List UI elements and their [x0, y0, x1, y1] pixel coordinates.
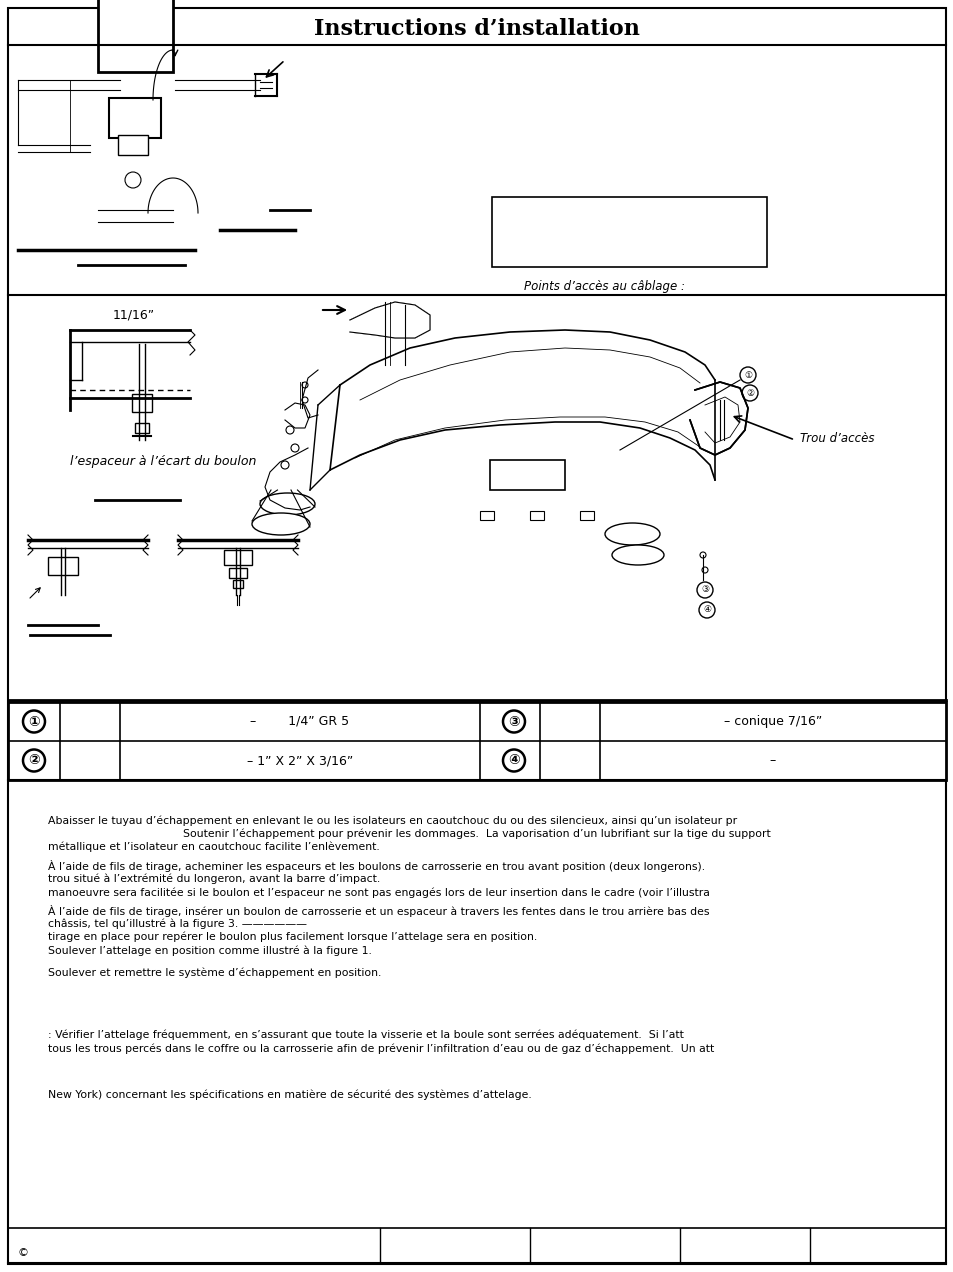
- Polygon shape: [689, 382, 747, 455]
- Text: ③: ③: [700, 585, 708, 594]
- Ellipse shape: [612, 544, 663, 565]
- Bar: [530, 511, 543, 520]
- Bar: [479, 511, 494, 520]
- Circle shape: [302, 397, 308, 403]
- FancyBboxPatch shape: [48, 557, 78, 575]
- Bar: [8, 702, 945, 780]
- Circle shape: [740, 368, 755, 383]
- Text: Points d’accès au câblage :: Points d’accès au câblage :: [523, 280, 684, 293]
- Bar: [118, 135, 148, 155]
- Bar: [492, 197, 766, 267]
- Bar: [233, 580, 243, 588]
- Text: ④: ④: [508, 753, 519, 767]
- Circle shape: [23, 711, 45, 733]
- Bar: [224, 550, 252, 565]
- Circle shape: [281, 460, 289, 469]
- Circle shape: [502, 711, 524, 733]
- Text: –: –: [769, 754, 776, 767]
- Text: métallique et l’isolateur en caoutchouc facilite l’enlèvement.: métallique et l’isolateur en caoutchouc …: [48, 842, 379, 852]
- Text: New York) concernant les spécifications en matière de sécurité des systèmes d’at: New York) concernant les spécifications …: [48, 1090, 531, 1100]
- Text: – conique 7/16”: – conique 7/16”: [723, 715, 821, 728]
- Text: Trou d’accès: Trou d’accès: [800, 431, 874, 444]
- Text: ②: ②: [745, 388, 753, 397]
- Text: Soulever et remettre le système d’échappement en position.: Soulever et remettre le système d’échapp…: [48, 968, 381, 978]
- Text: châssis, tel qu’illustré à la figure 3. ——————: châssis, tel qu’illustré à la figure 3. …: [48, 918, 307, 929]
- Text: ①: ①: [28, 715, 40, 729]
- Circle shape: [125, 172, 141, 188]
- Ellipse shape: [260, 494, 314, 515]
- Circle shape: [697, 583, 712, 598]
- Bar: [109, 98, 161, 137]
- Circle shape: [291, 444, 298, 452]
- Circle shape: [286, 426, 294, 434]
- Ellipse shape: [252, 513, 310, 536]
- Bar: [98, 0, 172, 73]
- Circle shape: [741, 385, 758, 401]
- Circle shape: [502, 749, 524, 772]
- Text: l’espaceur à l’écart du boulon: l’espaceur à l’écart du boulon: [70, 455, 256, 468]
- Text: tirage en place pour repérer le boulon plus facilement lorsque l’attelage sera e: tirage en place pour repérer le boulon p…: [48, 932, 537, 943]
- Text: – 1” X 2” X 3/16”: – 1” X 2” X 3/16”: [247, 754, 353, 767]
- Bar: [579, 511, 594, 520]
- Ellipse shape: [604, 523, 659, 544]
- Text: manoeuvre sera facilitée si le boulon et l’espaceur ne sont pas engagés lors de : manoeuvre sera facilitée si le boulon et…: [48, 887, 709, 898]
- Text: –        1/4” GR 5: – 1/4” GR 5: [251, 715, 349, 728]
- Text: Soutenir l’échappement pour prévenir les dommages.  La vaporisation d’un lubrifi: Soutenir l’échappement pour prévenir les…: [183, 828, 770, 840]
- Circle shape: [701, 567, 707, 572]
- Text: ④: ④: [702, 605, 710, 614]
- Text: Abaisser le tuyau d’échappement en enlevant le ou les isolateurs en caoutchouc d: Abaisser le tuyau d’échappement en enlev…: [48, 815, 737, 826]
- Text: À l’aide de fils de tirage, acheminer les espaceurs et les boulons de carrosseri: À l’aide de fils de tirage, acheminer le…: [48, 860, 704, 873]
- Circle shape: [699, 602, 714, 618]
- Text: Soulever l’attelage en position comme illustré à la figure 1.: Soulever l’attelage en position comme il…: [48, 945, 372, 957]
- Bar: [132, 394, 152, 412]
- Text: : Vérifier l’attelage fréquemment, en s’assurant que toute la visserie et la bou: : Vérifier l’attelage fréquemment, en s’…: [48, 1030, 683, 1040]
- Text: Instructions d’installation: Instructions d’installation: [314, 18, 639, 39]
- Text: À l’aide de fils de tirage, insérer un boulon de carrosserie et un espaceur à tr: À l’aide de fils de tirage, insérer un b…: [48, 904, 709, 917]
- Text: ③: ③: [508, 715, 519, 729]
- Circle shape: [700, 552, 705, 558]
- Bar: [490, 460, 564, 490]
- Text: trou situé à l’extrémité du longeron, avant la barre d’impact.: trou situé à l’extrémité du longeron, av…: [48, 874, 380, 884]
- Circle shape: [23, 749, 45, 772]
- Circle shape: [302, 382, 308, 388]
- Text: tous les trous percés dans le coffre ou la carrosserie afin de prévenir l’infilt: tous les trous percés dans le coffre ou …: [48, 1043, 714, 1054]
- Text: 11/16”: 11/16”: [112, 308, 155, 321]
- Bar: [135, 424, 149, 432]
- Bar: [229, 569, 247, 577]
- Text: ②: ②: [28, 753, 40, 767]
- Text: ①: ①: [743, 370, 751, 379]
- Text: ©: ©: [18, 1248, 29, 1258]
- Polygon shape: [350, 301, 430, 338]
